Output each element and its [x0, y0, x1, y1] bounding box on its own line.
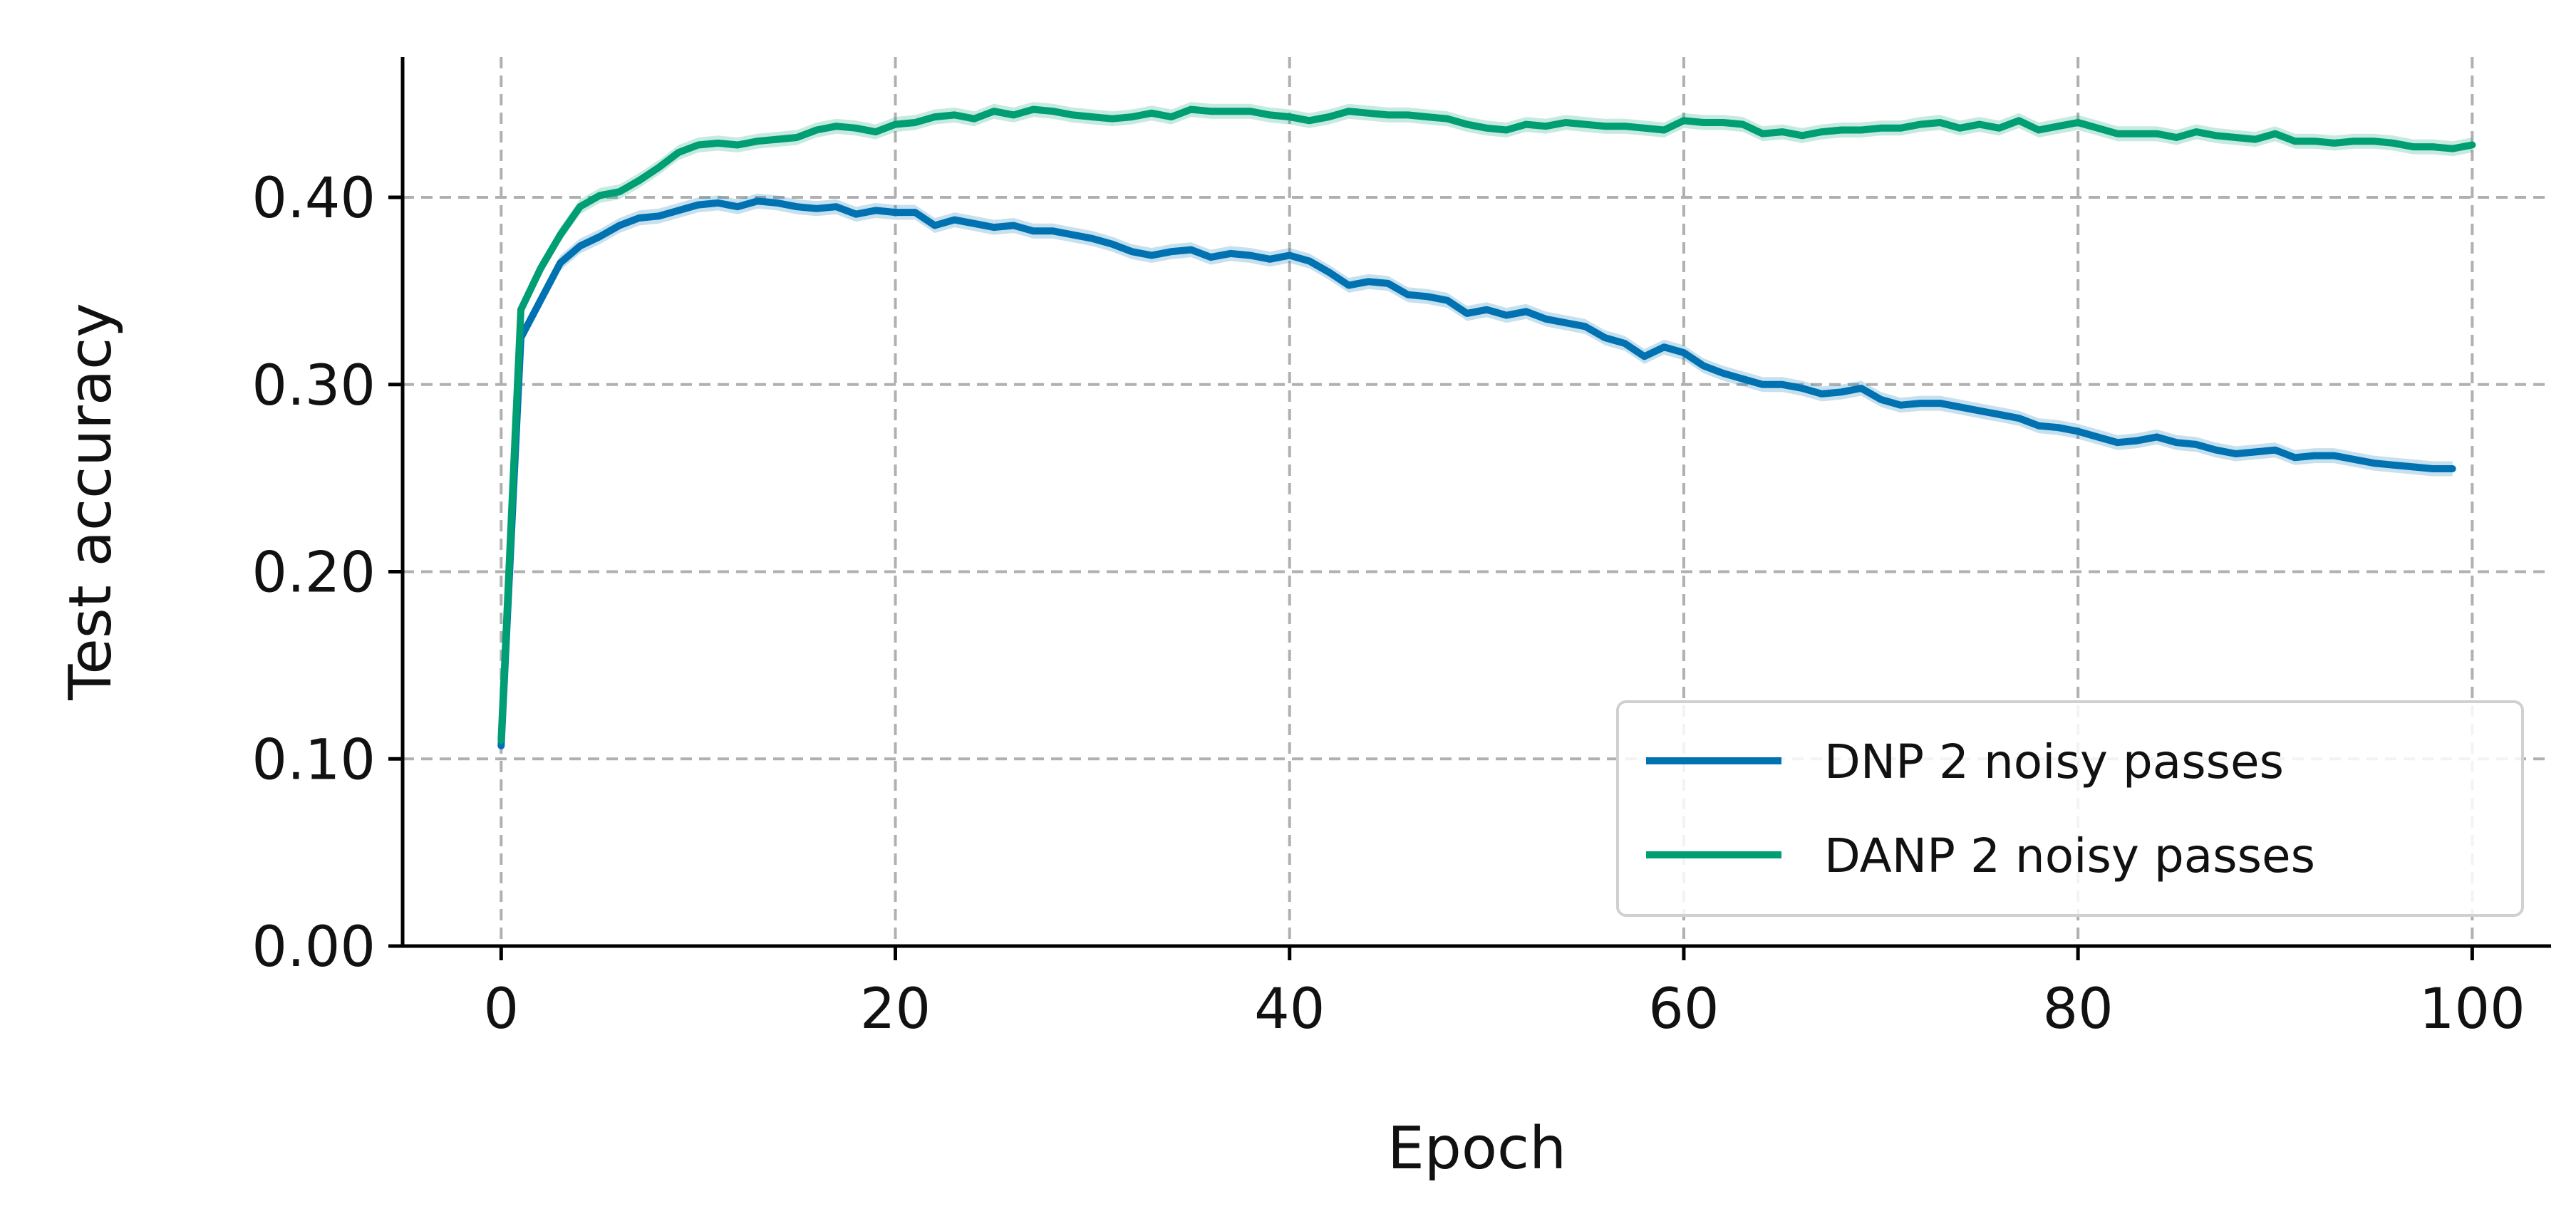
legend-box	[1616, 700, 2524, 917]
x-tick-label-0: 0	[483, 977, 519, 1042]
axes-layer: 0 20 40 60 80 100 0.00 0.10 0.20 0.30 0.40	[252, 57, 2551, 1042]
x-tick-label-4: 80	[2043, 977, 2114, 1042]
band-layer	[501, 102, 2473, 754]
x-tick-label-2: 40	[1254, 977, 1325, 1042]
y-tick-label-2: 0.20	[252, 541, 376, 606]
series-band-0	[501, 193, 2453, 754]
series-line-0	[497, 197, 2456, 749]
series-band-1	[501, 102, 2473, 748]
y-tick-label-4: 0.40	[252, 167, 376, 231]
legend-label-dnp: DNP 2 noisy passes	[1824, 734, 2284, 789]
y-tick-label-0: 0.00	[252, 915, 376, 980]
y-tick-label-3: 0.30	[252, 354, 376, 418]
legend: DNP 2 noisy passes DANP 2 noisy passes	[1616, 700, 2524, 917]
grid-layer	[403, 57, 2551, 946]
series-line-1	[497, 105, 2476, 744]
y-tick-label-1: 0.10	[252, 728, 376, 792]
x-axis-label: Epoch	[1387, 1115, 1566, 1183]
legend-label-danp: DANP 2 noisy passes	[1824, 829, 2315, 883]
y-axis-label: Test accuracy	[57, 303, 125, 701]
x-tick-label-1: 20	[860, 977, 931, 1042]
series-layer	[497, 105, 2476, 749]
x-tick-label-5: 100	[2419, 977, 2525, 1042]
x-tick-label-3: 60	[1648, 977, 1719, 1042]
